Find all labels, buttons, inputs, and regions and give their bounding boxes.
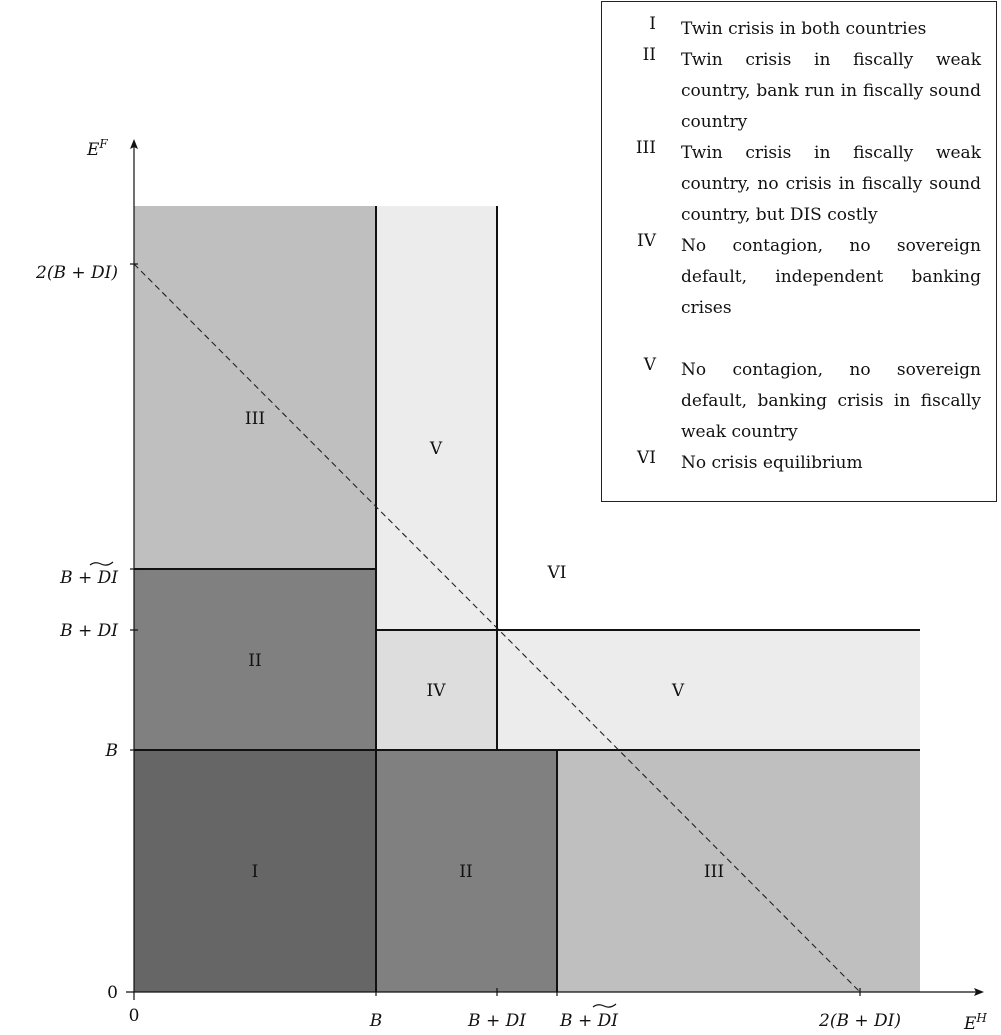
region-label-vi: VI — [547, 563, 567, 583]
y-tick-label-b: B — [105, 741, 119, 761]
legend-item-number: II — [642, 45, 656, 65]
x-axis-arrowhead — [974, 988, 984, 996]
y-tick-label-two-b-di: 2(B + DI) — [35, 263, 118, 283]
x-tick-label-tilde-mark — [592, 1003, 617, 1008]
region-label-iv: IV — [427, 681, 447, 701]
region-label-ii-left: II — [248, 651, 261, 671]
x-tick-label-origin: 0 — [129, 1006, 140, 1026]
x-tick-label-b: B — [369, 1011, 383, 1031]
y-axis-label: EF — [86, 137, 108, 160]
legend-item-text: Twin crisis in both countries — [681, 19, 927, 39]
legend-item-number: V — [643, 355, 656, 375]
legend-box: I Twin crisis in both countries II Twin … — [601, 1, 997, 502]
region-label-i: I — [252, 862, 259, 882]
legend-item-number: I — [649, 14, 656, 34]
legend-item-text: Twin crisis in fiscally weak country, ba… — [681, 50, 981, 132]
x-axis-label: EH — [963, 1011, 987, 1034]
region-v-right-fill — [497, 630, 920, 750]
region-label-ii-bottom: II — [459, 862, 472, 882]
region-label-iii-bottom: III — [704, 862, 724, 882]
legend-item-text: No crisis equilibrium — [681, 453, 863, 473]
legend-item-number: VI — [637, 448, 656, 468]
dashed-diagonal-line — [133, 263, 861, 993]
region-iii-left-fill — [134, 206, 376, 569]
y-tick-label-b-di-tilde: B + DI — [59, 568, 118, 588]
region-iii-bottom-fill — [557, 750, 920, 992]
region-v-top-fill — [376, 206, 497, 630]
x-tick-label-b-di: B + DI — [467, 1011, 526, 1031]
region-i-fill — [134, 750, 376, 992]
region-label-iii-left: III — [245, 409, 265, 429]
y-tick-label-b-di: B + DI — [59, 621, 118, 641]
region-ii-bottom-fill — [376, 750, 557, 992]
region-iv-fill — [376, 630, 497, 750]
y-tick-label-origin: 0 — [107, 983, 118, 1003]
x-tick-label-two-b-di: 2(B + DI) — [818, 1011, 901, 1031]
x-tick-label-b-di-tilde: B + DI — [559, 1011, 618, 1031]
legend-item-text: No contagion, no sovereign default, inde… — [681, 236, 981, 318]
legend-item-number: IV — [637, 231, 656, 251]
region-label-v-top: V — [429, 439, 443, 459]
legend-item-text: No contagion, no sovereign default, bank… — [681, 360, 981, 442]
legend-item-number: III — [635, 138, 656, 158]
region-ii-left-fill — [134, 569, 376, 750]
region-label-v-right: V — [671, 681, 685, 701]
legend-item-text: Twin crisis in fiscally weak country, no… — [681, 143, 981, 225]
y-tick-label-tilde-mark — [89, 561, 114, 566]
y-axis-arrowhead — [130, 139, 138, 149]
